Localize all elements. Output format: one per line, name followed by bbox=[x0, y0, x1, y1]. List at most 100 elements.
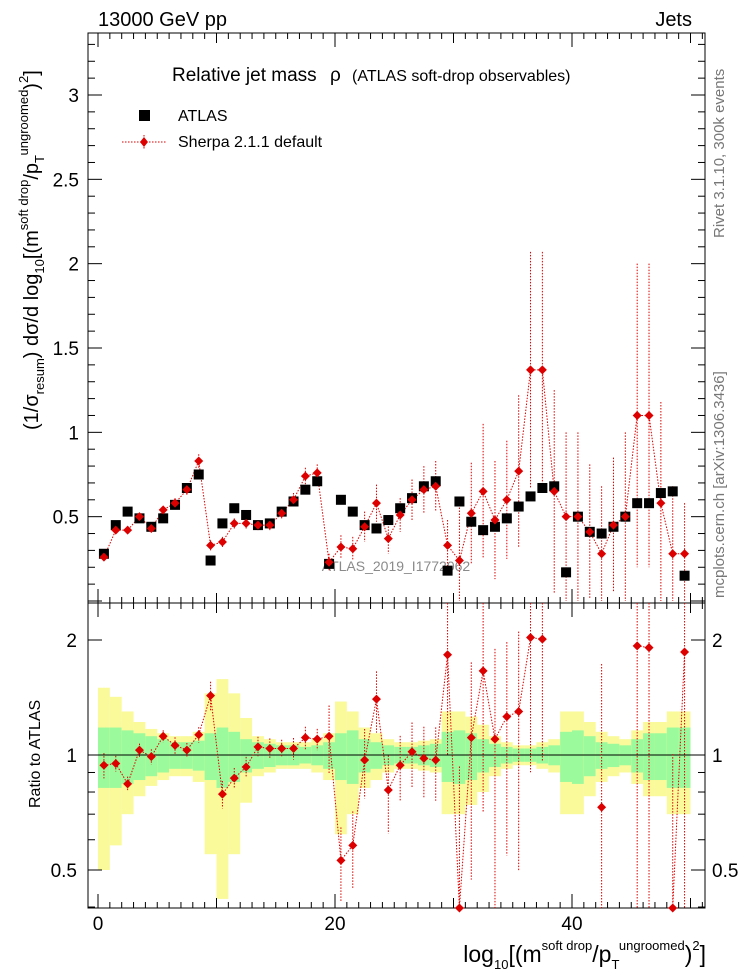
energy-label: 13000 GeV pp bbox=[98, 9, 227, 31]
y-tick-label: 2 bbox=[68, 255, 79, 276]
ratio-point bbox=[134, 745, 144, 755]
sherpa-point bbox=[490, 515, 500, 525]
ratio-point bbox=[300, 733, 310, 743]
ratio-point bbox=[537, 634, 547, 644]
sherpa-point bbox=[561, 512, 571, 522]
ratio-inner-band-bin bbox=[98, 727, 110, 788]
ratio-point bbox=[668, 903, 678, 913]
ratio-y-tick-label-right: 0.5 bbox=[712, 861, 738, 882]
ratio-point bbox=[360, 755, 370, 765]
atlas-point bbox=[395, 503, 406, 514]
svg-text:(1/σresum) dσ/d log10[(msoft d: (1/σresum) dσ/d log10[(msoft drop/pTungr… bbox=[16, 70, 47, 430]
ratio-y-tick-label-right: 2 bbox=[712, 631, 723, 652]
ratio-point bbox=[253, 742, 263, 752]
ratio-inner-band-bin bbox=[560, 731, 572, 782]
sherpa-point bbox=[241, 518, 251, 528]
sherpa-point bbox=[111, 525, 121, 535]
atlas-point bbox=[158, 513, 169, 524]
ratio-point bbox=[170, 740, 180, 750]
sherpa-point bbox=[668, 549, 678, 559]
ratio-y-tick-label: 0.5 bbox=[51, 861, 77, 882]
ratio-inner-band-bin bbox=[157, 739, 170, 773]
atlas-point bbox=[383, 515, 394, 526]
sherpa-point bbox=[360, 522, 370, 532]
legend: ATLAS Sherpa 2.1.1 default bbox=[122, 108, 323, 151]
sherpa-point bbox=[277, 508, 287, 518]
sherpa-point bbox=[680, 549, 690, 559]
ratio-point bbox=[289, 743, 299, 753]
sherpa-point bbox=[443, 540, 453, 550]
sherpa-point bbox=[549, 486, 559, 496]
atlas-point bbox=[596, 528, 607, 539]
ratio-point bbox=[277, 743, 287, 753]
ratio-point bbox=[206, 691, 216, 701]
atlas-point bbox=[513, 501, 524, 512]
ratio-point bbox=[371, 694, 381, 704]
x-axis-title: log10[(msoft drop/pTungroomed)2] bbox=[463, 938, 706, 972]
legend-atlas-marker bbox=[139, 110, 150, 121]
ratio-inner-band-bin bbox=[441, 731, 454, 782]
atlas-point bbox=[110, 520, 121, 531]
ratio-y-tick-label-right: 1 bbox=[712, 746, 723, 767]
atlas-point bbox=[371, 523, 382, 534]
sherpa-point bbox=[466, 508, 476, 518]
mcplots-credit-label: mcplots.cern.ch [arXiv:1306.3436] bbox=[711, 371, 728, 598]
ratio-point bbox=[217, 789, 227, 799]
sherpa-point bbox=[383, 534, 393, 544]
sherpa-point bbox=[395, 510, 405, 520]
sherpa-point bbox=[656, 498, 666, 508]
svg-text:Relative jet mass ρ: Relative jet mass ρ (ATLAS soft-drop obs… bbox=[172, 65, 571, 86]
svg-text:log10[(msoft drop/pTungroomed): log10[(msoft drop/pTungroomed)2] bbox=[463, 938, 706, 972]
sherpa-point bbox=[419, 485, 429, 495]
ratio-outer-band-bin bbox=[216, 679, 229, 899]
atlas-point bbox=[679, 570, 690, 581]
atlas-point bbox=[489, 521, 500, 532]
atlas-point bbox=[217, 518, 228, 529]
ratio-point bbox=[443, 650, 453, 660]
atlas-point bbox=[561, 567, 572, 578]
ratio-point bbox=[123, 779, 133, 789]
ratio-point bbox=[478, 666, 488, 676]
x-tick-label: 40 bbox=[561, 914, 582, 935]
sherpa-point bbox=[537, 365, 547, 375]
ratio-point bbox=[265, 743, 275, 753]
atlas-point bbox=[193, 469, 204, 480]
ratio-point bbox=[111, 759, 121, 769]
data-series bbox=[98, 251, 690, 913]
ratio-point bbox=[158, 731, 168, 741]
atlas-point bbox=[454, 496, 465, 507]
sherpa-point bbox=[502, 495, 512, 505]
plot-title-main: Relative jet mass bbox=[172, 65, 317, 86]
ratio-point bbox=[99, 760, 109, 770]
analysis-watermark: ATLAS_2019_I1772062 bbox=[322, 558, 471, 574]
ratio-inner-band-bin bbox=[323, 742, 335, 769]
sherpa-point bbox=[478, 486, 488, 496]
plot-title-rho: ρ bbox=[330, 65, 341, 86]
ratio-inner-band-bin bbox=[192, 740, 205, 771]
ratio-point bbox=[514, 706, 524, 716]
sherpa-point bbox=[194, 456, 204, 466]
sherpa-point bbox=[146, 523, 156, 533]
atlas-point bbox=[501, 513, 512, 524]
ratio-inner-band-bin bbox=[654, 733, 667, 781]
sherpa-point bbox=[608, 520, 618, 530]
ratio-inner-band-bin bbox=[169, 742, 181, 769]
sherpa-point bbox=[289, 495, 299, 505]
atlas-point bbox=[300, 484, 311, 495]
sherpa-point bbox=[644, 410, 654, 420]
atlas-point bbox=[229, 503, 240, 514]
ratio-point bbox=[526, 633, 536, 643]
y-tick-label: 3 bbox=[68, 86, 79, 107]
sherpa-point bbox=[620, 512, 630, 522]
atlas-point bbox=[335, 494, 346, 505]
atlas-point bbox=[241, 509, 252, 520]
ratio-inner-band-bin bbox=[204, 733, 217, 781]
ratio-y-axis-title: Ratio to ATLAS bbox=[27, 700, 44, 808]
sherpa-point bbox=[585, 527, 595, 537]
sherpa-point bbox=[123, 525, 133, 535]
sherpa-point bbox=[182, 485, 192, 495]
ratio-point bbox=[336, 855, 346, 865]
sherpa-point bbox=[348, 544, 358, 554]
process-label: Jets bbox=[655, 9, 692, 31]
sherpa-point bbox=[431, 481, 441, 491]
